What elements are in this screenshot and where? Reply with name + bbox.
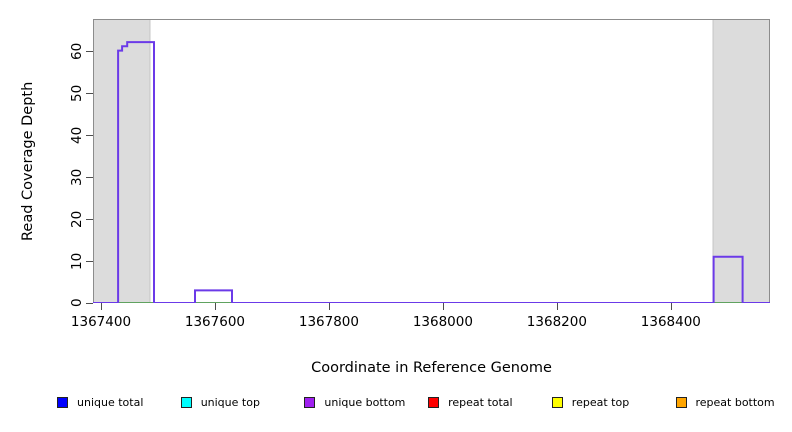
x-axis-label: Coordinate in Reference Genome	[311, 360, 552, 376]
plot-svg	[93, 19, 770, 303]
legend-item: repeat bottom	[675, 396, 775, 409]
x-tick	[556, 303, 558, 310]
legend-swatch-icon	[551, 397, 563, 408]
y-tick-label: 50	[69, 84, 85, 102]
y-tick	[86, 92, 93, 94]
y-tick	[86, 50, 93, 52]
y-tick-label: 30	[69, 168, 85, 186]
x-tick-label: 1367400	[70, 314, 132, 330]
legend-swatch-icon	[428, 397, 440, 408]
legend-item: unique total	[57, 396, 143, 409]
y-axis-label: Read Coverage Depth	[20, 81, 36, 241]
x-tick	[670, 303, 672, 310]
legend-item: repeat total	[428, 396, 513, 409]
x-tick-label: 1368200	[526, 314, 587, 330]
legend-swatch-icon	[675, 397, 687, 408]
legend-item: unique top	[180, 396, 260, 409]
y-tick	[86, 260, 93, 262]
legend-label: repeat total	[448, 396, 513, 409]
y-tick-label: 60	[69, 41, 85, 60]
x-tick	[328, 303, 330, 310]
y-tick-label: 40	[69, 126, 85, 144]
plot-frame	[93, 19, 770, 303]
y-tick-label: 10	[69, 252, 85, 270]
legend-label: unique bottom	[324, 396, 406, 409]
x-tick-label: 1367800	[298, 314, 359, 330]
y-tick	[86, 218, 93, 220]
series-unique-bottom-coverage	[93, 41, 770, 303]
plot-area	[93, 19, 770, 303]
legend-swatch-icon	[180, 397, 192, 408]
y-tick-label: 0	[69, 298, 85, 308]
legend-label: unique top	[200, 396, 260, 409]
y-tick	[86, 176, 93, 178]
legend-swatch-icon	[57, 397, 68, 408]
x-tick-label: 1367600	[184, 314, 245, 330]
legend-label: unique total	[77, 396, 144, 409]
left-flank-shading	[93, 19, 151, 303]
legend-item: unique bottom	[304, 396, 405, 409]
legend-label: repeat bottom	[695, 396, 775, 409]
x-tick	[214, 303, 216, 310]
y-tick	[86, 303, 93, 304]
legend-item: repeat top	[551, 396, 630, 409]
y-tick	[86, 134, 93, 136]
legend: unique total unique top unique bottom repea…	[0, 396, 792, 422]
x-tick	[442, 303, 444, 310]
y-tick-label: 20	[69, 210, 85, 228]
legend-label: repeat top	[571, 396, 630, 409]
right-flank-shading	[712, 19, 770, 303]
x-tick-label: 1368400	[640, 314, 701, 330]
x-tick-label: 1368000	[412, 314, 473, 330]
legend-swatch-icon	[304, 397, 316, 408]
x-tick	[100, 303, 102, 310]
